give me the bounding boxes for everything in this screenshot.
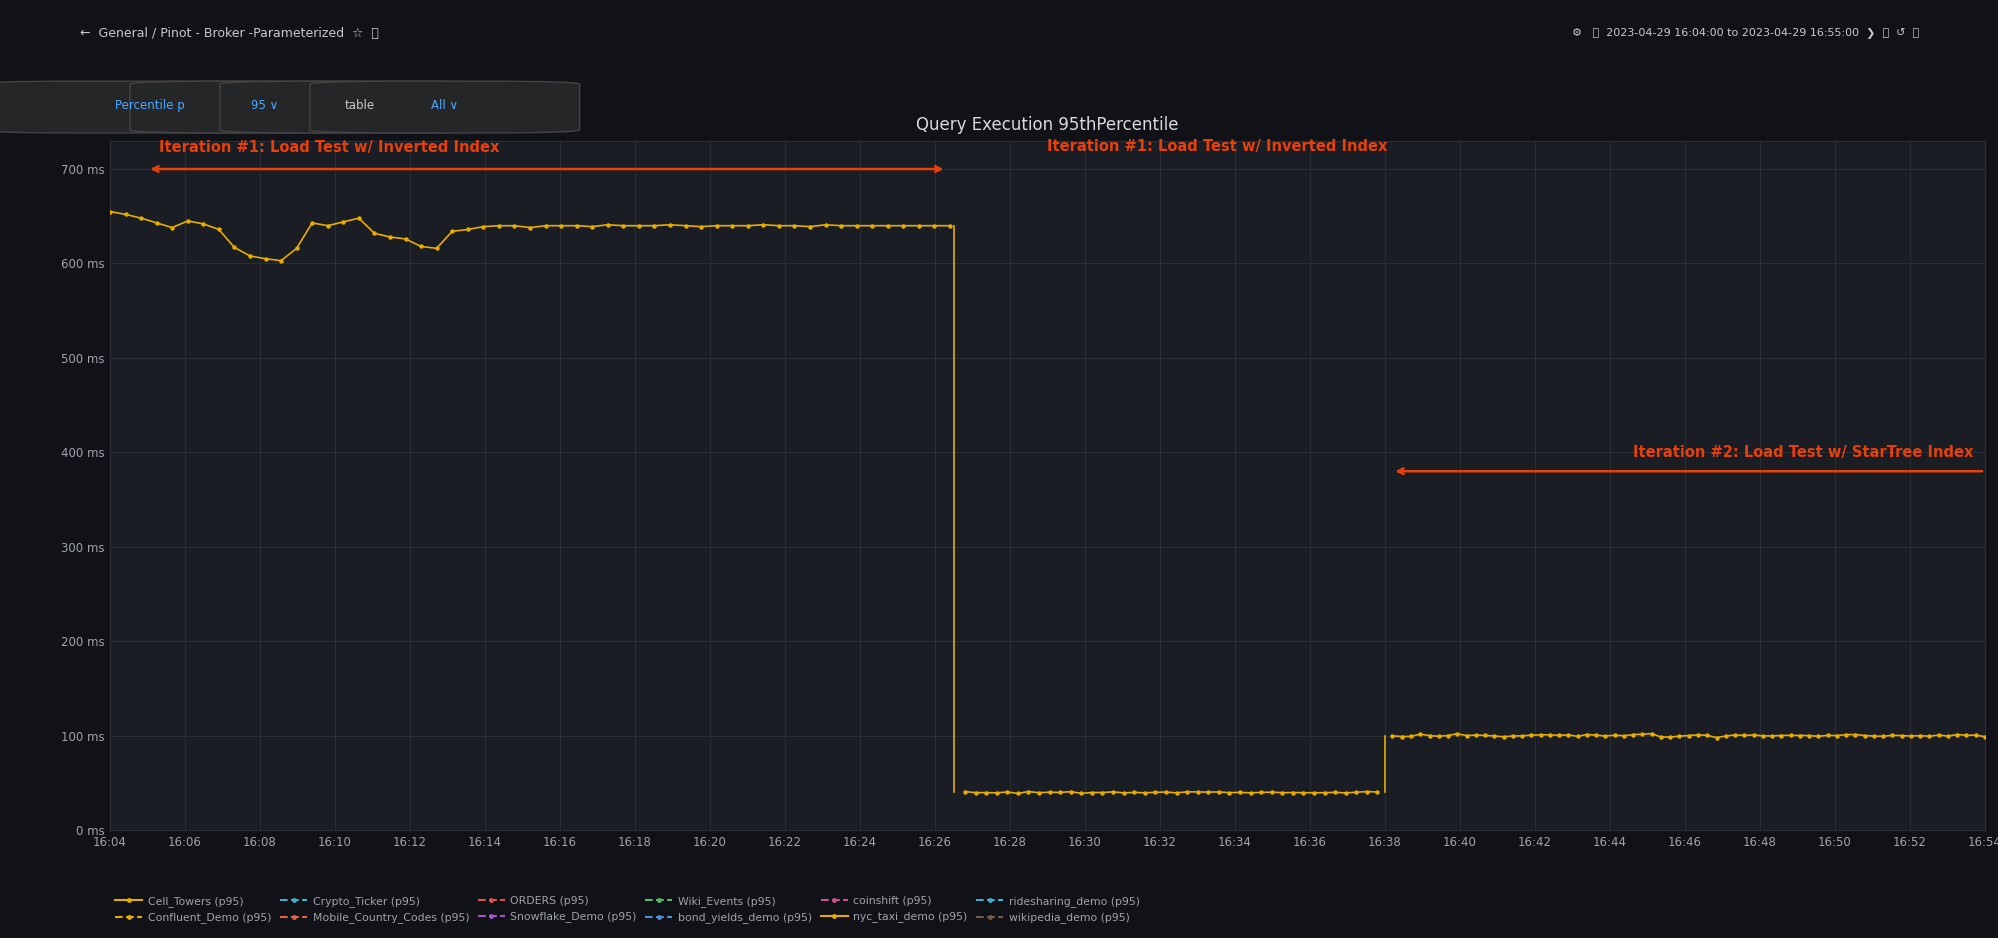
Text: Iteration #2: Load Test w/ StarTree Index: Iteration #2: Load Test w/ StarTree Inde… [1632,445,1972,460]
Legend: Cell_Towers (p95), Confluent_Demo (p95), Crypto_Ticker (p95), Mobile_Country_Cod: Cell_Towers (p95), Confluent_Demo (p95),… [116,896,1139,923]
FancyBboxPatch shape [0,82,320,133]
Text: Percentile p: Percentile p [116,99,184,112]
Title: Query Execution 95thPercentile: Query Execution 95thPercentile [915,115,1179,133]
Text: 95 ∨: 95 ∨ [252,99,278,112]
Text: Iteration #1: Load Test w/ Inverted Index: Iteration #1: Load Test w/ Inverted Inde… [1047,139,1387,154]
FancyBboxPatch shape [220,82,500,133]
Text: All ∨: All ∨ [432,99,458,112]
Text: Iteration #1: Load Test w/ Inverted Index: Iteration #1: Load Test w/ Inverted Inde… [158,140,500,155]
Text: table: table [344,99,376,112]
FancyBboxPatch shape [130,82,400,133]
Text: ←  General / Pinot - Broker -Parameterized  ☆  ⑆: ← General / Pinot - Broker -Parameterize… [80,27,380,40]
FancyBboxPatch shape [310,82,579,133]
Text: ⚙   ⏱  2023-04-29 16:04:00 to 2023-04-29 16:55:00  ❯  🔍  ↺  🖥: ⚙ ⏱ 2023-04-29 16:04:00 to 2023-04-29 16… [1570,28,1918,39]
